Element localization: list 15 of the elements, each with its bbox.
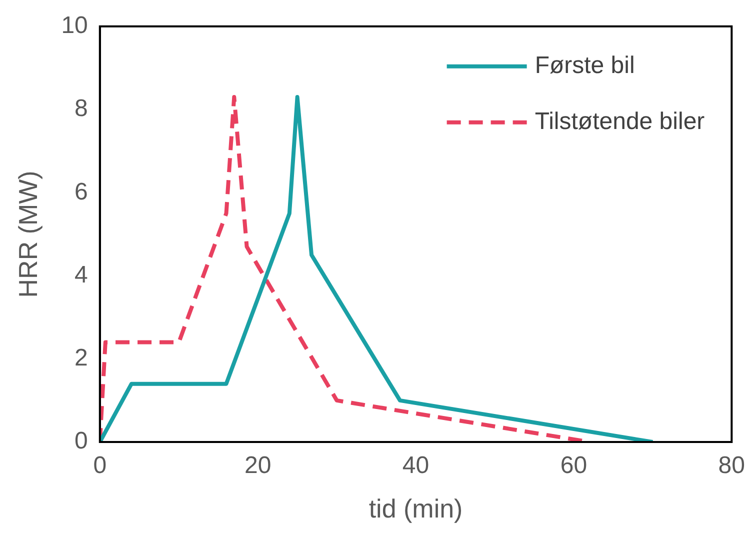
legend-label: Første bil	[534, 52, 635, 80]
x-tick-label: 40	[402, 452, 430, 480]
y-tick-label: 2	[74, 344, 88, 372]
y-tick-label: 10	[61, 12, 88, 40]
x-tick-label: 0	[93, 452, 107, 480]
y-tick-label: 6	[74, 178, 88, 206]
x-tick-label: 80	[718, 452, 746, 480]
y-tick-label: 0	[74, 428, 88, 455]
y-tick-label: 8	[74, 95, 88, 122]
legend-label: Tilstøtende biler	[534, 108, 705, 136]
y-tick-label: 4	[74, 261, 88, 288]
x-tick-label: 60	[560, 452, 588, 480]
x-axis-title: tid (min)	[368, 494, 463, 524]
x-tick-label: 20	[244, 452, 272, 480]
y-axis-title: HRR (MW)	[12, 170, 43, 298]
